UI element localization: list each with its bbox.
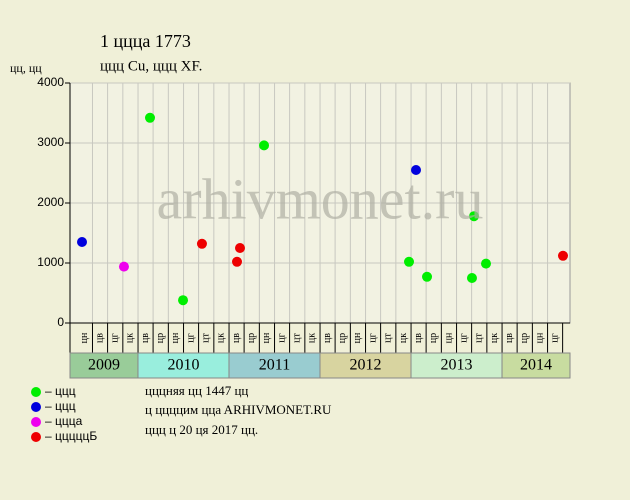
x-tick-label: цр — [246, 333, 257, 343]
point — [235, 243, 246, 253]
point — [557, 250, 568, 261]
legend-marker — [31, 417, 41, 427]
y-tick-label: 2000 — [37, 195, 64, 209]
year-band — [501, 352, 571, 379]
x-tick-label: цк — [489, 333, 500, 343]
year-label: 2010 — [167, 357, 199, 374]
year-label: 2013 — [441, 357, 473, 374]
x-tick-label: цв — [94, 333, 105, 343]
year-band — [319, 352, 412, 379]
legend-marker — [31, 432, 41, 442]
x-tick-label: цн — [79, 332, 90, 343]
point — [480, 258, 491, 269]
year-band — [69, 352, 139, 379]
year-band — [228, 352, 321, 379]
point — [232, 256, 243, 267]
point — [466, 273, 477, 283]
year-label: 2009 — [88, 357, 120, 374]
note: ццц ц 20 ця 2017 цц. — [145, 422, 258, 437]
x-tick-label: цв — [231, 333, 242, 343]
legend-marker — [31, 402, 41, 412]
year-label: 2011 — [259, 357, 290, 374]
x-tick-label: цр — [519, 333, 530, 343]
year-band — [137, 352, 230, 379]
y-tick-label: 4000 — [37, 75, 64, 89]
chart-subtitle: ццц Cu, ццц XF. — [100, 58, 202, 74]
point — [178, 295, 189, 306]
x-tick-label: цт — [292, 333, 303, 343]
note: цццняя цц 1447 цц — [145, 383, 248, 398]
point — [422, 271, 433, 282]
legend-label: – ццц — [45, 384, 76, 398]
x-tick-label: цк — [216, 333, 227, 343]
x-tick-label: цт — [474, 333, 485, 343]
watermark: arhivmonet.ru — [157, 166, 484, 231]
x-tick-label: цн — [352, 332, 363, 343]
x-tick-label: цт — [201, 333, 212, 343]
x-tick-label: цн — [261, 332, 272, 343]
x-tick-label: цг — [549, 333, 560, 342]
year-label: 2012 — [350, 357, 382, 374]
point — [196, 238, 207, 249]
x-tick-label: цр — [155, 333, 166, 343]
year-label: 2014 — [520, 357, 552, 374]
x-tick-label: цк — [398, 333, 409, 343]
x-tick-label: цр — [337, 333, 348, 343]
note: ц ццццим ццa ARHIVMONET.RU — [145, 402, 332, 417]
y-axis-label: цц, цц — [10, 61, 42, 75]
point — [77, 237, 88, 247]
x-tick-label: цн — [534, 332, 545, 343]
legend-label: – цццццБ — [45, 429, 97, 443]
legend-marker — [31, 387, 41, 397]
x-tick-label: цк — [125, 333, 136, 343]
y-tick-label: 1000 — [37, 255, 64, 269]
y-tick-label: 3000 — [37, 135, 64, 149]
x-tick-label: цг — [276, 333, 287, 342]
x-tick-label: цв — [413, 333, 424, 343]
x-tick-label: цг — [367, 333, 378, 342]
x-tick-label: цг — [185, 333, 196, 342]
point — [259, 140, 270, 151]
x-tick-label: цн — [443, 332, 454, 343]
x-tick-label: цк — [307, 333, 318, 343]
x-tick-label: цг — [110, 333, 121, 342]
point — [468, 211, 479, 222]
legend-label: – ццца — [45, 414, 83, 428]
x-tick-label: цг — [458, 333, 469, 342]
x-tick-label: цв — [322, 333, 333, 343]
point — [404, 256, 415, 267]
point — [411, 165, 422, 175]
legend-label: – ццц — [45, 399, 76, 413]
y-tick-label: 0 — [57, 315, 64, 329]
x-tick-label: цв — [140, 333, 151, 343]
x-tick-label: цр — [428, 333, 439, 343]
x-tick-label: цв — [504, 333, 515, 343]
chart-title: 1 ццца 1773 — [100, 31, 191, 51]
x-tick-label: цт — [383, 333, 394, 343]
point — [144, 112, 155, 123]
x-tick-label: цн — [170, 332, 181, 343]
point — [118, 261, 129, 272]
